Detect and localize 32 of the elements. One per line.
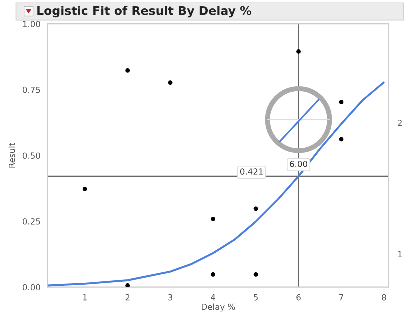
y-tick-label: 0.50 bbox=[22, 152, 40, 159]
x-tick-label: 6 bbox=[296, 294, 301, 301]
chart-title: Logistic Fit of Result By Delay % bbox=[38, 6, 252, 18]
line-series bbox=[48, 82, 385, 287]
y-tick-label: 0.25 bbox=[22, 218, 40, 225]
y-tick-label: 0.00 bbox=[22, 284, 40, 291]
point bbox=[126, 284, 130, 288]
ref-line-label: 0.421 bbox=[240, 168, 264, 175]
point bbox=[126, 68, 130, 73]
point bbox=[82, 186, 88, 192]
point bbox=[339, 137, 344, 142]
point bbox=[296, 50, 301, 54]
x-axis-title: Delay % bbox=[202, 304, 236, 312]
point bbox=[168, 80, 173, 85]
text: 1 bbox=[398, 251, 402, 258]
x-tick-label: 7 bbox=[340, 294, 344, 301]
x-tick-label: 8 bbox=[382, 294, 386, 301]
x-tick-label: 3 bbox=[168, 294, 173, 301]
point bbox=[254, 272, 258, 277]
point bbox=[339, 100, 344, 104]
y-tick-label: 0.75 bbox=[22, 86, 40, 94]
text: 2 bbox=[398, 120, 402, 126]
point bbox=[211, 216, 216, 222]
point bbox=[254, 206, 258, 212]
point bbox=[211, 272, 216, 277]
ref-line-label: 6.00 bbox=[290, 161, 308, 168]
x-tick-label: 4 bbox=[211, 294, 216, 301]
x-tick-label: 2 bbox=[126, 294, 130, 301]
x-tick-label: 5 bbox=[254, 294, 258, 301]
x-tick-label: 1 bbox=[83, 294, 87, 301]
y-tick-label: 1.00 bbox=[23, 21, 40, 28]
y-axis-title: Result bbox=[8, 143, 16, 168]
